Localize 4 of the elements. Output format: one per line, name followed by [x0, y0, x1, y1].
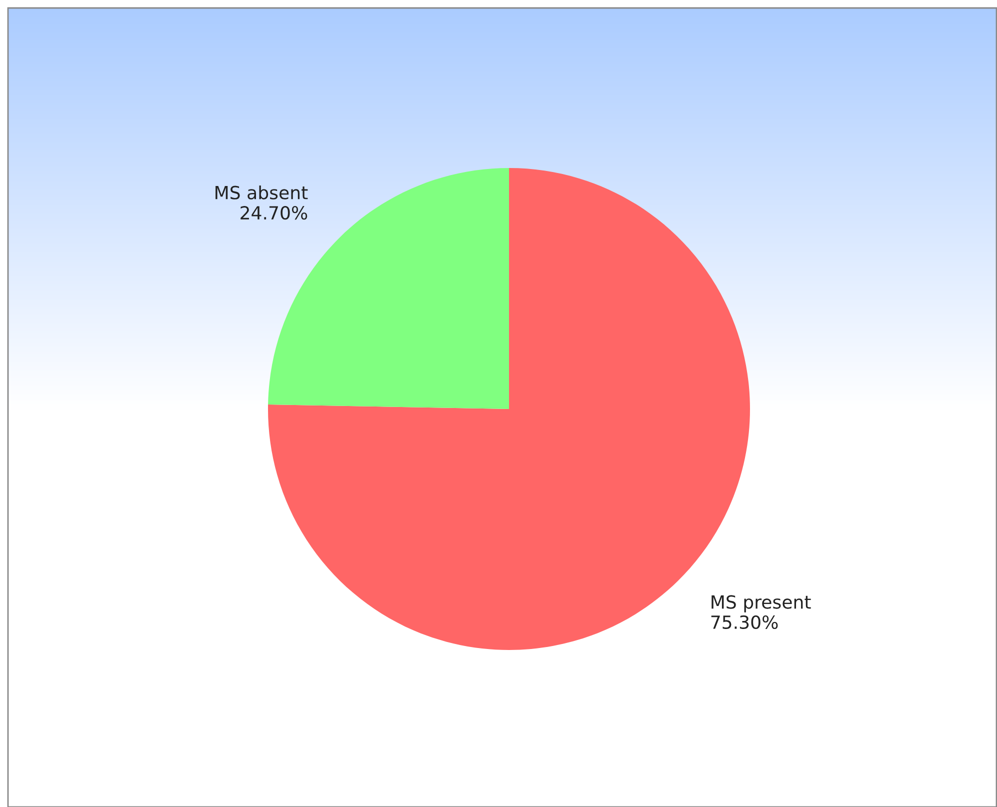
data-label: 24.70%	[240, 206, 308, 220]
data-label: 75.30%	[711, 615, 778, 630]
slice-label: MS absent	[216, 185, 308, 200]
slice-label: MS present	[712, 595, 811, 612]
